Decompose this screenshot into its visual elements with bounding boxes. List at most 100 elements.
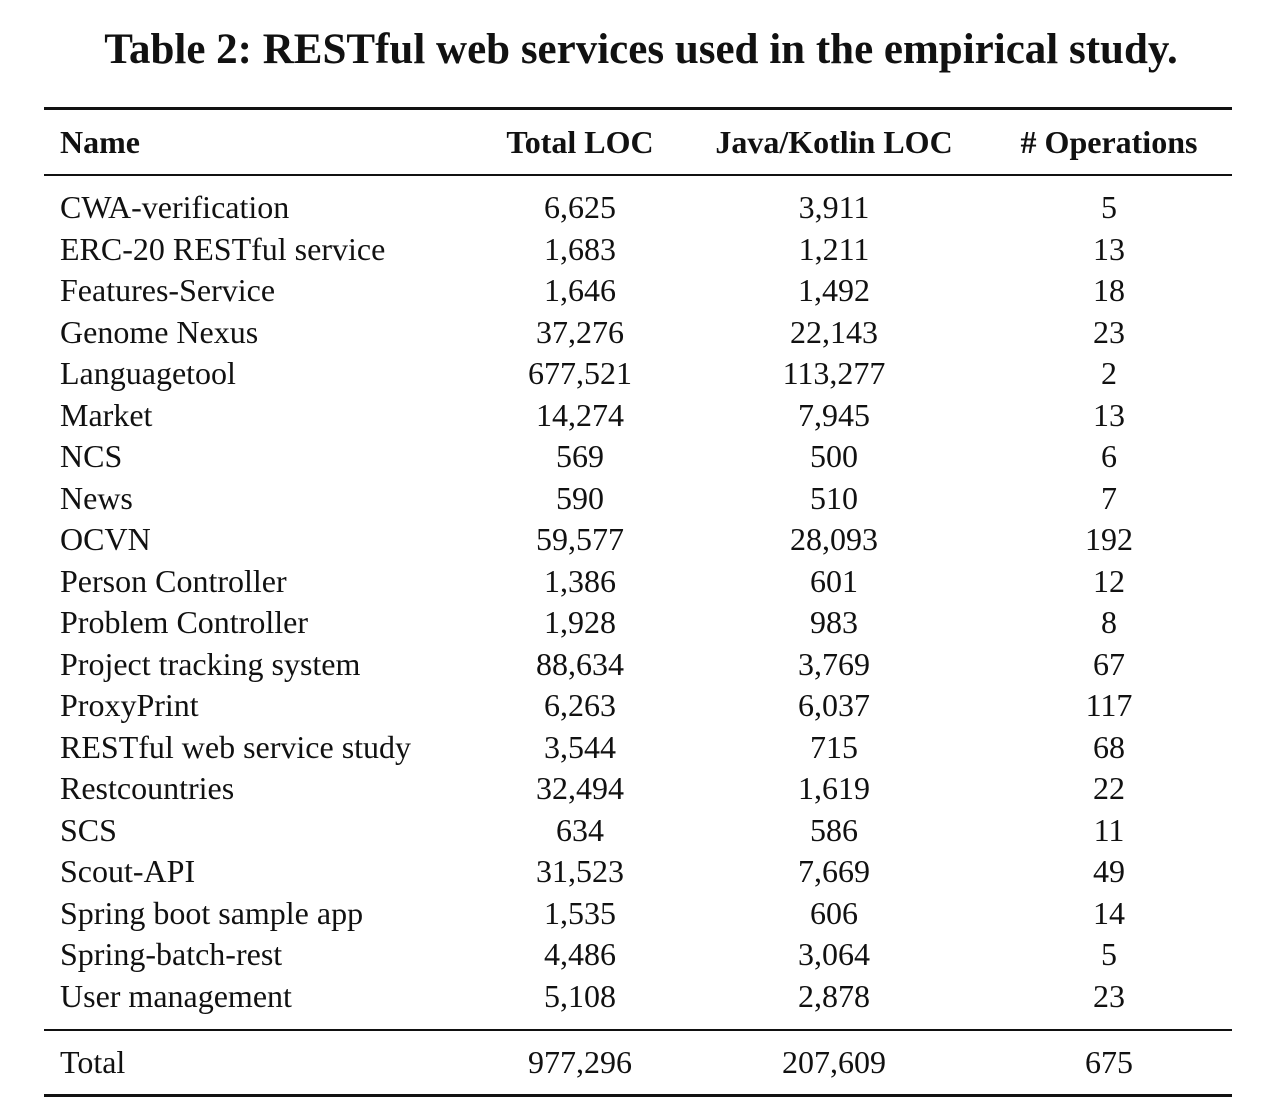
- cell-total-loc: 1,386: [544, 563, 616, 599]
- cell-operations: 22: [1093, 770, 1125, 806]
- table-header-row: Name Total LOC Java/Kotlin LOC # Operati…: [44, 121, 1232, 163]
- cell-java-kotlin-loc: 606: [810, 895, 858, 931]
- table-row: Spring-batch-rest 4,486 3,064 5: [44, 933, 1232, 975]
- table-row: News 590 510 7: [44, 477, 1232, 519]
- header-operations: # Operations: [1020, 124, 1198, 160]
- operations-sum: 675: [1085, 1044, 1133, 1080]
- cell-java-kotlin-loc: 1,619: [798, 770, 870, 806]
- cell-java-kotlin-loc: 113,277: [782, 355, 886, 391]
- total-label: Total: [60, 1044, 126, 1080]
- table-row: Genome Nexus 37,276 22,143 23: [44, 311, 1232, 353]
- cell-name: Restcountries: [60, 770, 235, 806]
- cell-operations: 5: [1101, 189, 1117, 225]
- cell-total-loc: 32,494: [536, 770, 624, 806]
- cell-name: Languagetool: [60, 355, 236, 391]
- table-row: OCVN 59,577 28,093 192: [44, 518, 1232, 560]
- cell-operations: 12: [1093, 563, 1125, 599]
- table-row: SCS 634 586 11: [44, 809, 1232, 851]
- cell-java-kotlin-loc: 3,911: [798, 189, 870, 225]
- table-row: Problem Controller 1,928 983 8: [44, 601, 1232, 643]
- cell-operations: 117: [1085, 687, 1133, 723]
- table-row: Market 14,274 7,945 13: [44, 394, 1232, 436]
- table-row: Project tracking system 88,634 3,769 67: [44, 643, 1232, 685]
- total-rule: [44, 1029, 1232, 1031]
- cell-java-kotlin-loc: 6,037: [798, 687, 870, 723]
- cell-name: Features-Service: [60, 272, 276, 308]
- cell-total-loc: 590: [556, 480, 604, 516]
- table-row: Scout-API 31,523 7,669 49: [44, 850, 1232, 892]
- cell-total-loc: 4,486: [544, 936, 616, 972]
- table-row: User management 5,108 2,878 23: [44, 975, 1232, 1017]
- cell-java-kotlin-loc: 3,769: [798, 646, 870, 682]
- cell-java-kotlin-loc: 510: [810, 480, 858, 516]
- cell-operations: 2: [1101, 355, 1117, 391]
- cell-java-kotlin-loc: 715: [810, 729, 858, 765]
- cell-total-loc: 6,625: [544, 189, 616, 225]
- cell-operations: 8: [1101, 604, 1117, 640]
- header-rule: [44, 174, 1232, 176]
- cell-operations: 67: [1093, 646, 1125, 682]
- cell-name: CWA-verification: [60, 189, 290, 225]
- table-row: Features-Service 1,646 1,492 18: [44, 269, 1232, 311]
- cell-name: Person Controller: [60, 563, 287, 599]
- cell-total-loc: 6,263: [544, 687, 616, 723]
- table-caption: Table 2: RESTful web services used in th…: [104, 26, 1178, 73]
- cell-name: Market: [60, 397, 153, 433]
- total-loc-sum: 977,296: [528, 1044, 632, 1080]
- cell-operations: 13: [1093, 397, 1125, 433]
- cell-name: ProxyPrint: [60, 687, 199, 723]
- cell-name: News: [60, 480, 133, 516]
- cell-java-kotlin-loc: 1,492: [798, 272, 870, 308]
- cell-java-kotlin-loc: 7,945: [798, 397, 870, 433]
- cell-total-loc: 14,274: [536, 397, 624, 433]
- cell-total-loc: 31,523: [536, 853, 624, 889]
- cell-java-kotlin-loc: 28,093: [790, 521, 878, 557]
- cell-operations: 13: [1093, 231, 1125, 267]
- cell-name: ERC-20 RESTful service: [60, 231, 386, 267]
- table-row: Spring boot sample app 1,535 606 14: [44, 892, 1232, 934]
- cell-java-kotlin-loc: 1,211: [798, 231, 870, 267]
- cell-java-kotlin-loc: 2,878: [798, 978, 870, 1014]
- table-row: NCS 569 500 6: [44, 435, 1232, 477]
- cell-name: RESTful web service study: [60, 729, 412, 765]
- cell-total-loc: 59,577: [536, 521, 624, 557]
- bottom-rule: [44, 1094, 1232, 1097]
- cell-java-kotlin-loc: 601: [810, 563, 858, 599]
- cell-operations: 5: [1101, 936, 1117, 972]
- cell-operations: 192: [1085, 521, 1133, 557]
- cell-total-loc: 634: [556, 812, 604, 848]
- cell-operations: 49: [1093, 853, 1125, 889]
- cell-operations: 68: [1093, 729, 1125, 765]
- cell-name: Project tracking system: [60, 646, 361, 682]
- cell-operations: 6: [1101, 438, 1117, 474]
- cell-total-loc: 88,634: [536, 646, 624, 682]
- cell-java-kotlin-loc: 7,669: [798, 853, 870, 889]
- table-row: ERC-20 RESTful service 1,683 1,211 13: [44, 228, 1232, 270]
- cell-java-kotlin-loc: 22,143: [790, 314, 878, 350]
- cell-name: Spring boot sample app: [60, 895, 364, 931]
- cell-name: Spring-batch-rest: [60, 936, 283, 972]
- cell-operations: 14: [1093, 895, 1125, 931]
- table-row: ProxyPrint 6,263 6,037 117: [44, 684, 1232, 726]
- cell-java-kotlin-loc: 500: [810, 438, 858, 474]
- cell-java-kotlin-loc: 983: [810, 604, 858, 640]
- cell-total-loc: 1,683: [544, 231, 616, 267]
- cell-name: Problem Controller: [60, 604, 308, 640]
- cell-total-loc: 569: [556, 438, 604, 474]
- cell-operations: 7: [1101, 480, 1117, 516]
- table-row: RESTful web service study 3,544 715 68: [44, 726, 1232, 768]
- cell-operations: 11: [1093, 812, 1125, 848]
- cell-total-loc: 3,544: [544, 729, 616, 765]
- cell-total-loc: 5,108: [544, 978, 616, 1014]
- cell-name: OCVN: [60, 521, 151, 557]
- cell-operations: 18: [1093, 272, 1125, 308]
- table-row: Restcountries 32,494 1,619 22: [44, 767, 1232, 809]
- cell-total-loc: 1,535: [544, 895, 616, 931]
- cell-operations: 23: [1093, 314, 1125, 350]
- cell-java-kotlin-loc: 586: [810, 812, 858, 848]
- header-total-loc: Total LOC: [506, 124, 654, 160]
- header-name: Name: [60, 124, 140, 160]
- table-row: CWA-verification 6,625 3,911 5: [44, 186, 1232, 228]
- cell-total-loc: 1,646: [544, 272, 616, 308]
- cell-operations: 23: [1093, 978, 1125, 1014]
